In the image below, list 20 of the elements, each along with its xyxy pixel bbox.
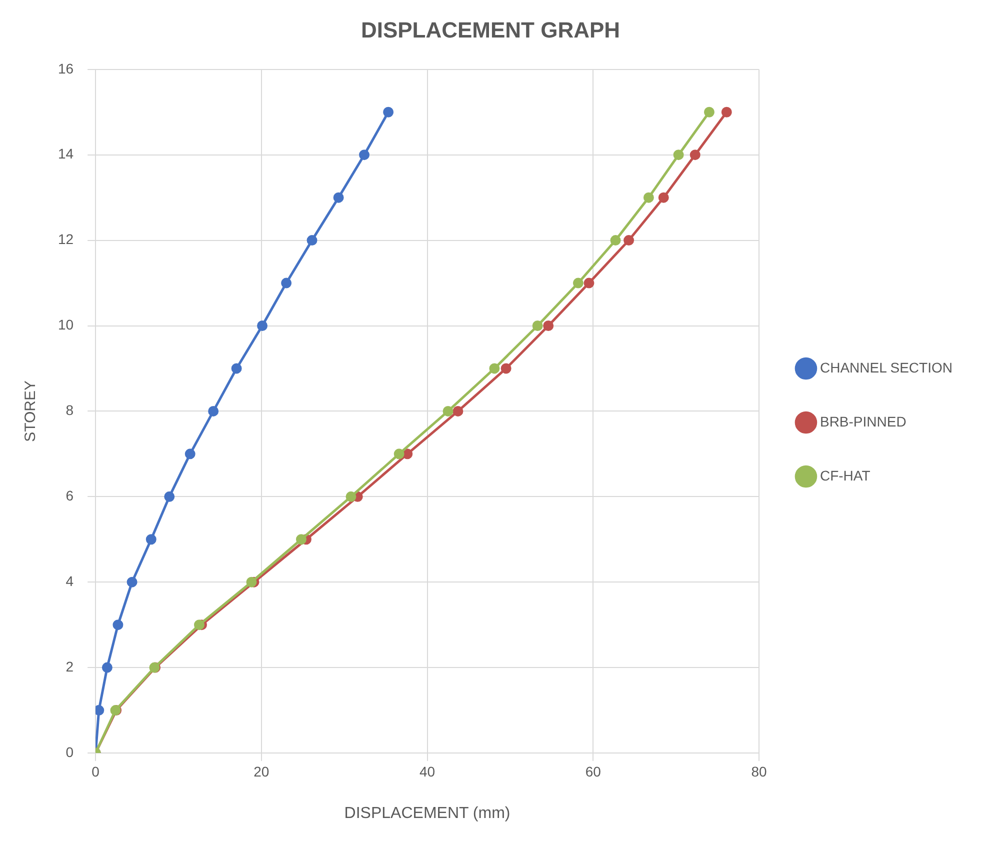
- y-tick-label: 16: [58, 60, 74, 76]
- y-tick-label: 4: [66, 572, 74, 589]
- y-tick-label: 10: [58, 316, 74, 333]
- y-axis-title: STOREY: [22, 380, 40, 442]
- legend-label: CHANNEL SECTION: [820, 359, 952, 376]
- y-tick-label: 14: [58, 146, 74, 162]
- x-tick-label: 80: [751, 763, 767, 780]
- y-tick-label: 0: [66, 744, 74, 760]
- y-tick-label: 2: [66, 658, 74, 674]
- y-tick-label: 6: [66, 488, 74, 504]
- y-tick-label: 12: [58, 231, 74, 248]
- x-tick-label: 60: [585, 763, 602, 780]
- chart-title: DISPLACEMENT GRAPH: [360, 17, 620, 42]
- x-tick-label: 40: [419, 763, 436, 780]
- legend-label: BRB-PINNED: [820, 413, 906, 430]
- x-tick-label: 20: [254, 763, 270, 780]
- x-axis-title: DISPLACEMENT (mm): [344, 804, 510, 822]
- y-tick-label: 8: [66, 402, 74, 418]
- x-tick-label: 0: [92, 763, 100, 780]
- legend-label: CF-HAT: [820, 467, 871, 484]
